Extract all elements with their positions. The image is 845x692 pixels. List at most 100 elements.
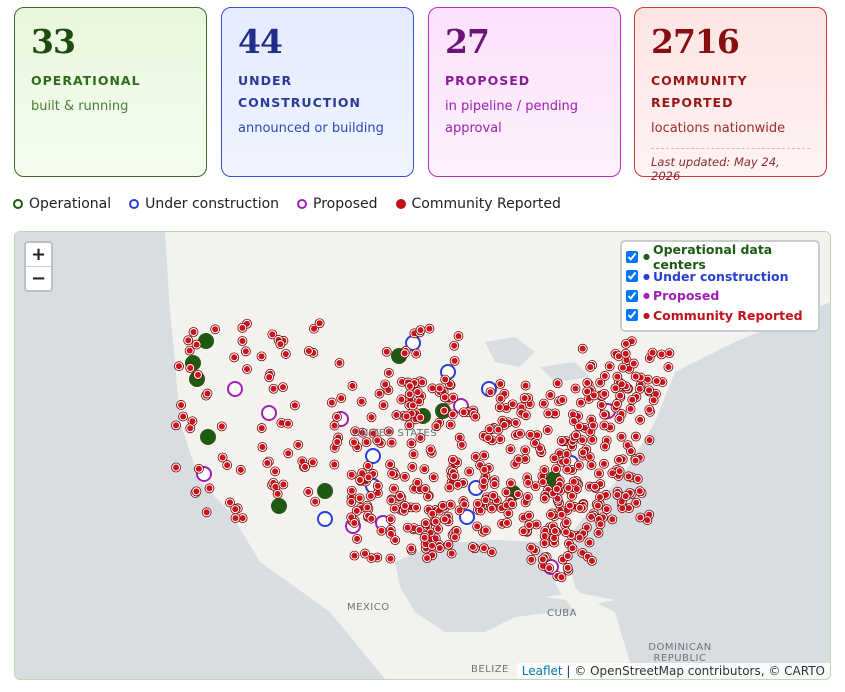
map-marker[interactable]	[609, 516, 616, 523]
map-marker[interactable]	[658, 351, 665, 358]
map-marker[interactable]	[522, 382, 529, 389]
map-marker[interactable]	[269, 331, 276, 338]
map-marker[interactable]	[422, 541, 429, 548]
map-marker[interactable]	[441, 516, 448, 523]
map-marker[interactable]	[426, 325, 433, 332]
map-marker[interactable]	[383, 348, 390, 355]
map-marker[interactable]	[417, 414, 424, 421]
map-marker[interactable]	[272, 483, 279, 490]
map-marker[interactable]	[634, 475, 641, 482]
map-marker[interactable]	[435, 525, 442, 532]
map-marker[interactable]	[490, 492, 497, 499]
map-marker[interactable]	[203, 509, 210, 516]
map-marker[interactable]	[408, 440, 415, 447]
map-marker[interactable]	[317, 511, 333, 527]
map-marker[interactable]	[388, 497, 395, 504]
map-marker[interactable]	[239, 324, 246, 331]
map-marker[interactable]	[459, 509, 475, 525]
map-marker[interactable]	[537, 445, 544, 452]
map-marker[interactable]	[509, 501, 516, 508]
map-marker[interactable]	[226, 499, 233, 506]
map-marker[interactable]	[190, 329, 197, 336]
map-marker[interactable]	[244, 366, 251, 373]
map-marker[interactable]	[570, 417, 577, 424]
map-marker[interactable]	[385, 369, 392, 376]
map-marker[interactable]	[317, 483, 333, 499]
map-marker[interactable]	[189, 418, 196, 425]
map-marker[interactable]	[616, 456, 623, 463]
map-marker[interactable]	[622, 493, 629, 500]
map-marker[interactable]	[588, 513, 595, 520]
map-marker[interactable]	[601, 443, 608, 450]
map-marker[interactable]	[597, 379, 604, 386]
map-marker[interactable]	[572, 385, 579, 392]
map-marker[interactable]	[570, 478, 577, 485]
map-marker[interactable]	[520, 528, 527, 535]
map-marker[interactable]	[388, 439, 395, 446]
map-marker[interactable]	[587, 364, 594, 371]
map-marker[interactable]	[416, 398, 423, 405]
map-marker[interactable]	[580, 449, 587, 456]
map-marker[interactable]	[514, 491, 521, 498]
map-marker[interactable]	[361, 550, 368, 557]
map-marker[interactable]	[551, 528, 558, 535]
map-marker[interactable]	[447, 421, 454, 428]
map-marker[interactable]	[334, 413, 341, 420]
map-marker[interactable]	[264, 460, 271, 467]
map-marker[interactable]	[271, 498, 287, 514]
map-marker[interactable]	[451, 534, 458, 541]
map-marker[interactable]	[232, 506, 239, 513]
map-marker[interactable]	[551, 535, 558, 542]
map-marker[interactable]	[378, 527, 385, 534]
map-marker[interactable]	[401, 350, 408, 357]
map-marker[interactable]	[558, 511, 565, 518]
map-marker[interactable]	[449, 411, 456, 418]
map-marker[interactable]	[521, 395, 528, 402]
map-marker[interactable]	[622, 350, 629, 357]
map-marker[interactable]	[616, 468, 623, 475]
map-marker[interactable]	[352, 428, 359, 435]
map-marker[interactable]	[618, 381, 625, 388]
map-marker[interactable]	[291, 402, 298, 409]
map-marker[interactable]	[652, 390, 659, 397]
map-marker[interactable]	[374, 490, 381, 497]
map-marker[interactable]	[613, 400, 620, 407]
map-marker[interactable]	[312, 498, 319, 505]
map-marker[interactable]	[239, 338, 246, 345]
map-marker[interactable]	[526, 522, 533, 529]
map-marker[interactable]	[629, 396, 636, 403]
map-marker[interactable]	[564, 466, 571, 473]
map-marker[interactable]	[231, 354, 238, 361]
map-marker[interactable]	[414, 389, 421, 396]
map-marker[interactable]	[512, 419, 519, 426]
map-marker[interactable]	[569, 545, 576, 552]
map-marker[interactable]	[486, 426, 493, 433]
map-marker[interactable]	[632, 373, 639, 380]
map-marker[interactable]	[180, 413, 187, 420]
map-marker[interactable]	[541, 532, 548, 539]
map-marker[interactable]	[556, 450, 563, 457]
map-marker[interactable]	[368, 555, 375, 562]
map-marker[interactable]	[533, 521, 540, 528]
map-marker[interactable]	[627, 405, 634, 412]
map-marker[interactable]	[615, 353, 622, 360]
map-marker[interactable]	[417, 327, 424, 334]
map-marker[interactable]	[612, 385, 619, 392]
map-marker[interactable]	[564, 564, 571, 571]
map-marker[interactable]	[409, 402, 416, 409]
map-marker[interactable]	[413, 504, 420, 511]
map-marker[interactable]	[185, 337, 192, 344]
map-marker[interactable]	[524, 493, 531, 500]
map-marker[interactable]	[331, 422, 338, 429]
attribution-link[interactable]: Leaflet	[521, 664, 563, 678]
map-marker[interactable]	[336, 359, 343, 366]
map-marker[interactable]	[365, 448, 381, 464]
map-marker[interactable]	[187, 364, 194, 371]
map-marker[interactable]	[385, 428, 392, 435]
map-marker[interactable]	[488, 505, 495, 512]
map-marker[interactable]	[646, 437, 653, 444]
map-marker[interactable]	[584, 379, 591, 386]
map-marker[interactable]	[569, 411, 576, 418]
map-marker[interactable]	[410, 451, 417, 458]
map-marker[interactable]	[666, 350, 673, 357]
